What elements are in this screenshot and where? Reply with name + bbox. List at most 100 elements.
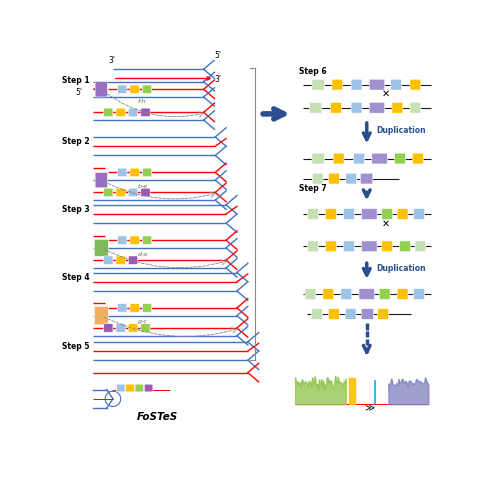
FancyBboxPatch shape (325, 241, 336, 252)
Text: Step 4: Step 4 (62, 272, 90, 281)
FancyBboxPatch shape (128, 108, 138, 116)
FancyBboxPatch shape (369, 102, 385, 113)
FancyBboxPatch shape (362, 208, 377, 220)
FancyBboxPatch shape (308, 241, 319, 252)
FancyBboxPatch shape (351, 102, 362, 113)
FancyBboxPatch shape (415, 241, 426, 252)
FancyBboxPatch shape (410, 102, 421, 113)
FancyBboxPatch shape (414, 288, 425, 300)
Text: Step 3: Step 3 (62, 205, 90, 214)
FancyBboxPatch shape (362, 241, 377, 252)
FancyBboxPatch shape (95, 82, 107, 97)
FancyBboxPatch shape (144, 384, 153, 392)
Text: f-h: f-h (138, 99, 146, 104)
FancyBboxPatch shape (400, 241, 411, 252)
FancyBboxPatch shape (142, 168, 152, 176)
FancyBboxPatch shape (104, 324, 113, 332)
Text: ✕: ✕ (382, 89, 390, 99)
FancyBboxPatch shape (413, 153, 423, 164)
FancyBboxPatch shape (382, 208, 393, 220)
Text: FoSTeS: FoSTeS (136, 412, 178, 422)
FancyBboxPatch shape (141, 108, 150, 116)
FancyBboxPatch shape (392, 102, 403, 113)
FancyBboxPatch shape (312, 173, 323, 184)
FancyBboxPatch shape (104, 188, 113, 196)
FancyBboxPatch shape (323, 288, 334, 300)
Text: Step 2: Step 2 (62, 137, 90, 146)
FancyBboxPatch shape (372, 153, 388, 164)
FancyBboxPatch shape (130, 236, 139, 244)
Text: 5': 5' (76, 88, 83, 98)
FancyBboxPatch shape (382, 241, 393, 252)
Text: Step 1: Step 1 (62, 76, 90, 84)
FancyBboxPatch shape (309, 102, 322, 113)
FancyBboxPatch shape (351, 79, 362, 90)
FancyBboxPatch shape (118, 168, 127, 176)
FancyBboxPatch shape (142, 304, 152, 312)
Text: d-a: d-a (138, 252, 148, 256)
Text: Step 7: Step 7 (299, 184, 327, 193)
FancyBboxPatch shape (135, 384, 144, 392)
FancyBboxPatch shape (142, 236, 152, 244)
Text: ✕: ✕ (382, 218, 390, 228)
FancyBboxPatch shape (333, 153, 344, 164)
FancyBboxPatch shape (142, 85, 152, 94)
FancyBboxPatch shape (312, 153, 324, 164)
FancyBboxPatch shape (104, 256, 113, 264)
FancyBboxPatch shape (361, 173, 373, 184)
FancyBboxPatch shape (130, 168, 139, 176)
FancyBboxPatch shape (391, 79, 402, 90)
FancyBboxPatch shape (128, 256, 138, 264)
FancyBboxPatch shape (116, 188, 125, 196)
FancyBboxPatch shape (305, 288, 316, 300)
Text: 5': 5' (214, 52, 221, 60)
FancyBboxPatch shape (354, 153, 364, 164)
FancyBboxPatch shape (397, 208, 408, 220)
Text: Duplication: Duplication (376, 264, 426, 273)
FancyBboxPatch shape (141, 324, 150, 332)
FancyBboxPatch shape (118, 85, 127, 94)
FancyBboxPatch shape (94, 240, 108, 256)
FancyBboxPatch shape (308, 208, 319, 220)
FancyBboxPatch shape (341, 288, 352, 300)
Text: g-c: g-c (138, 320, 147, 324)
FancyBboxPatch shape (395, 153, 405, 164)
FancyBboxPatch shape (117, 384, 125, 392)
FancyBboxPatch shape (95, 172, 107, 188)
Text: ≫: ≫ (364, 402, 375, 412)
FancyBboxPatch shape (128, 188, 138, 196)
FancyBboxPatch shape (369, 79, 385, 90)
FancyBboxPatch shape (94, 306, 108, 325)
Text: Duplication: Duplication (376, 126, 426, 135)
FancyBboxPatch shape (118, 236, 127, 244)
FancyBboxPatch shape (331, 102, 342, 113)
FancyBboxPatch shape (345, 308, 356, 320)
FancyBboxPatch shape (116, 324, 125, 332)
FancyBboxPatch shape (344, 241, 354, 252)
FancyBboxPatch shape (141, 188, 150, 196)
FancyBboxPatch shape (414, 208, 425, 220)
FancyBboxPatch shape (116, 256, 125, 264)
FancyBboxPatch shape (312, 308, 322, 320)
FancyBboxPatch shape (332, 79, 343, 90)
FancyBboxPatch shape (328, 308, 339, 320)
FancyBboxPatch shape (104, 108, 113, 116)
FancyBboxPatch shape (118, 304, 127, 312)
FancyBboxPatch shape (130, 304, 139, 312)
FancyBboxPatch shape (312, 79, 324, 90)
FancyBboxPatch shape (130, 85, 139, 94)
FancyBboxPatch shape (361, 308, 374, 320)
FancyBboxPatch shape (325, 208, 336, 220)
Text: Step 5: Step 5 (62, 342, 89, 351)
FancyBboxPatch shape (378, 308, 388, 320)
Text: 3': 3' (214, 74, 221, 84)
FancyBboxPatch shape (128, 324, 138, 332)
Text: Step 6: Step 6 (299, 67, 327, 76)
FancyBboxPatch shape (126, 384, 134, 392)
FancyBboxPatch shape (379, 288, 390, 300)
FancyBboxPatch shape (116, 108, 125, 116)
FancyBboxPatch shape (346, 173, 357, 184)
FancyBboxPatch shape (397, 288, 408, 300)
FancyBboxPatch shape (359, 288, 375, 300)
Text: b-e: b-e (138, 184, 148, 189)
